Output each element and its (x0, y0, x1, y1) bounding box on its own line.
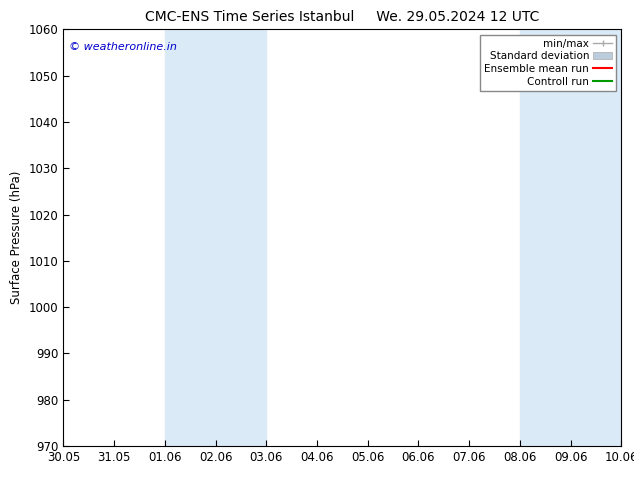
Title: CMC-ENS Time Series Istanbul     We. 29.05.2024 12 UTC: CMC-ENS Time Series Istanbul We. 29.05.2… (145, 10, 540, 24)
Y-axis label: Surface Pressure (hPa): Surface Pressure (hPa) (10, 171, 23, 304)
Bar (520, 29, 621, 446)
Text: © weatheronline.in: © weatheronline.in (69, 42, 177, 52)
Bar (165, 29, 266, 446)
Legend: min/max, Standard deviation, Ensemble mean run, Controll run: min/max, Standard deviation, Ensemble me… (480, 35, 616, 91)
